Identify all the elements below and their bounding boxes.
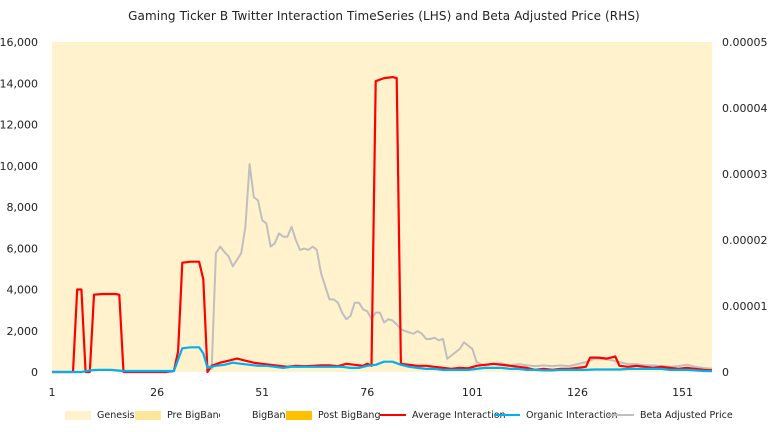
legend-swatch <box>135 410 161 420</box>
legend-label: Post BigBang <box>318 409 381 421</box>
legend-swatch <box>65 410 91 420</box>
y-tick-right-label: 0 <box>722 366 729 379</box>
series-line-organic-interaction <box>52 346 713 374</box>
y-tick-left-label: 14,000 <box>0 77 38 90</box>
legend-item-genesis: Genesis <box>65 405 135 425</box>
right-axis-ticks: 0 0.00001 0.00002 0.00003 0.00004 0.00005 <box>722 36 768 379</box>
x-tick-label: 26 <box>150 386 164 399</box>
legend-item-average-interaction: Average Interaction <box>380 405 506 425</box>
background-band-layer <box>52 42 712 372</box>
y-tick-left-label: 2,000 <box>7 325 39 338</box>
y-tick-right-label: 0.00005 <box>722 36 768 49</box>
legend-label: Beta Adjusted Price <box>640 409 733 421</box>
y-tick-right-label: 0.00001 <box>722 300 768 313</box>
y-tick-left-label: 8,000 <box>7 201 39 214</box>
legend-swatch <box>608 414 634 416</box>
y-tick-right-label: 0.00004 <box>722 102 768 115</box>
y-tick-left-label: 10,000 <box>0 160 38 173</box>
y-tick-left-label: 16,000 <box>0 36 38 49</box>
legend-swatch <box>494 414 520 416</box>
y-tick-left-label: 6,000 <box>7 242 39 255</box>
legend-label: Pre BigBang <box>167 409 225 421</box>
y-tick-left-label: 0 <box>31 366 38 379</box>
legend-label: BigBang <box>252 409 292 421</box>
legend-item-pre-bigbang: Pre BigBang <box>135 405 225 425</box>
band-genesis <box>52 42 712 372</box>
legend-item-post-bigbang: Post BigBang <box>286 405 380 425</box>
x-tick-label: 51 <box>255 386 269 399</box>
legend-label: Genesis <box>97 409 135 421</box>
y-tick-right-label: 0.00002 <box>722 234 768 247</box>
legend-swatch <box>380 414 406 416</box>
legend-item-bigbang: BigBang <box>220 405 292 425</box>
legend: Genesis Pre BigBang BigBang Post BigBang Ave… <box>0 405 768 425</box>
x-tick-label: 76 <box>360 386 374 399</box>
chart-canvas: 0 2,000 4,000 6,000 8,000 10,000 12,000 14,000 1… <box>0 36 768 399</box>
series-line-beta-adjusted-price <box>206 163 713 370</box>
y-tick-left-label: 12,000 <box>0 119 38 132</box>
left-axis-ticks: 0 2,000 4,000 6,000 8,000 10,000 12,000 14,000 1… <box>0 36 38 379</box>
legend-swatch <box>286 410 312 420</box>
x-tick-label: 1 <box>49 386 56 399</box>
y-tick-left-label: 4,000 <box>7 284 39 297</box>
legend-swatch <box>220 410 246 420</box>
y-tick-right-label: 0.00003 <box>722 168 768 181</box>
x-tick-label: 101 <box>462 386 483 399</box>
legend-item-beta-adjusted-price: Beta Adjusted Price <box>608 405 733 425</box>
legend-label: Organic Interaction <box>526 409 618 421</box>
x-axis-ticks: 1 26 51 76 101 126 151 <box>49 386 694 399</box>
legend-label: Average Interaction <box>412 409 506 421</box>
chart-title: Gaming Ticker B Twitter Interaction Time… <box>128 9 640 23</box>
series-layer <box>52 75 713 374</box>
x-tick-label: 151 <box>672 386 693 399</box>
legend-item-organic-interaction: Organic Interaction <box>494 405 618 425</box>
x-tick-label: 126 <box>567 386 588 399</box>
